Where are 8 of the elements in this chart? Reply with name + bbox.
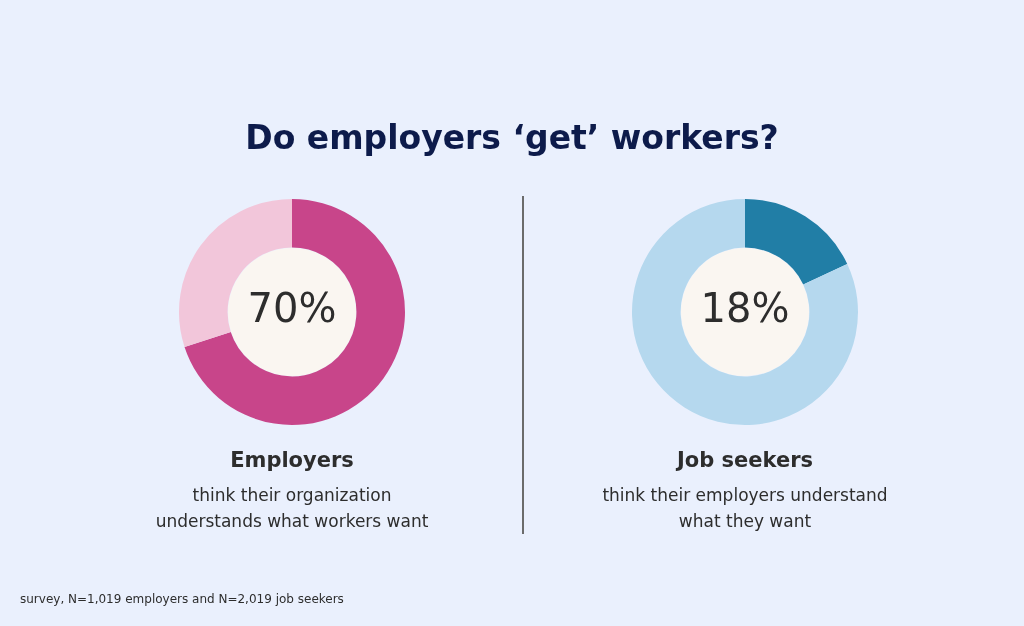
text: Do employers ‘get’ workers? xyxy=(244,118,780,157)
data-label: 18% xyxy=(700,285,790,332)
text: think their employers understand what they want xyxy=(601,484,889,533)
text: Employers xyxy=(229,448,355,472)
text: survey, N=1,019 employers and N=2,019 job seekers xyxy=(20,592,344,606)
text: think their organization understands what workers want xyxy=(154,484,430,533)
text: Job seekers xyxy=(674,448,815,472)
data-label: 70% xyxy=(247,285,337,332)
